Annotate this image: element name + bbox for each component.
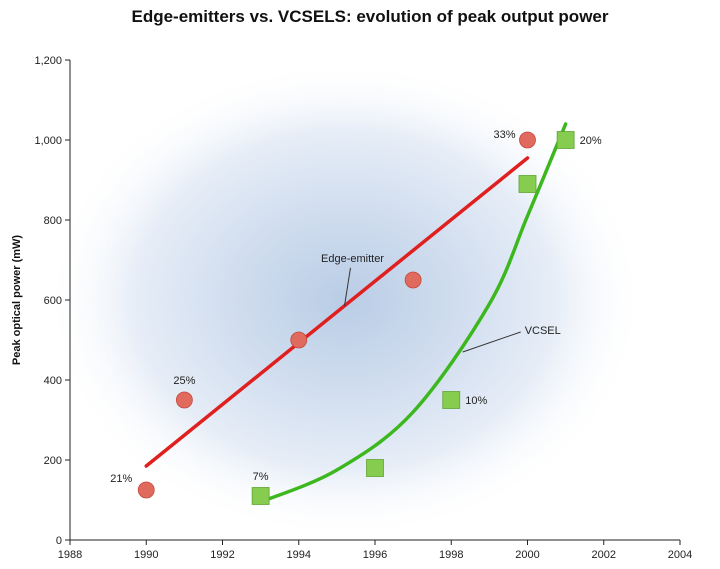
point-label: 21%	[110, 473, 132, 485]
vcsel-point	[556, 131, 575, 149]
x-tick-label: 2000	[515, 549, 539, 561]
point-label: 10%	[465, 395, 487, 407]
y-ticks: 0 200 400 600 800 1,000 1,200	[34, 55, 70, 547]
vcsel-leader	[462, 331, 521, 353]
edge-emitter-leader	[344, 267, 351, 306]
vcsel-point	[442, 391, 461, 409]
trend-line-edge-emitter	[144, 156, 530, 468]
point-label: 33%	[493, 129, 515, 141]
edge-emitter-series-label: Edge-emitter	[321, 253, 384, 265]
x-tick-label: 1988	[58, 549, 82, 561]
data-points: 21% 25% 33% 7% 10% 20%	[110, 129, 602, 505]
point-label: 20%	[580, 135, 602, 147]
y-tick-label: 200	[44, 455, 62, 467]
y-tick-label: 800	[44, 215, 62, 227]
x-tick-label: 1996	[363, 549, 387, 561]
y-tick-label: 400	[44, 375, 62, 387]
vcsel-point	[518, 175, 537, 193]
point-label: 7%	[253, 471, 269, 483]
chart-title: Edge-emitters vs. VCSELS: evolution of p…	[131, 7, 608, 26]
y-tick-label: 600	[44, 295, 62, 307]
y-axis-label: Peak optical power (mW)	[11, 235, 23, 366]
x-tick-label: 2004	[668, 549, 692, 561]
point-label: 25%	[173, 375, 195, 387]
y-tick-label: 0	[56, 535, 62, 547]
series-annotations: Edge-emitter VCSEL	[321, 253, 561, 353]
vcsel-point	[251, 487, 270, 505]
vcsel-point	[366, 459, 384, 477]
x-tick-label: 1994	[287, 549, 311, 561]
x-tick-label: 2002	[592, 549, 616, 561]
trend-lines	[144, 122, 568, 504]
x-tick-label: 1990	[134, 549, 158, 561]
edge-emitter-point	[175, 391, 193, 409]
edge-emitter-point	[404, 271, 422, 289]
edge-emitter-point	[290, 331, 308, 349]
edge-emitter-point	[137, 481, 155, 499]
x-tick-label: 1992	[210, 549, 234, 561]
y-tick-label: 1,200	[34, 55, 62, 67]
x-tick-label: 1998	[439, 549, 463, 561]
trend-line-vcsel	[258, 122, 568, 504]
y-tick-label: 1,000	[34, 135, 62, 147]
edge-emitter-point	[519, 131, 536, 149]
x-ticks: 1988 1990 1992 1994 1996 1998 2000 2002 2004	[58, 540, 692, 561]
vcsel-series-label: VCSEL	[525, 325, 561, 337]
